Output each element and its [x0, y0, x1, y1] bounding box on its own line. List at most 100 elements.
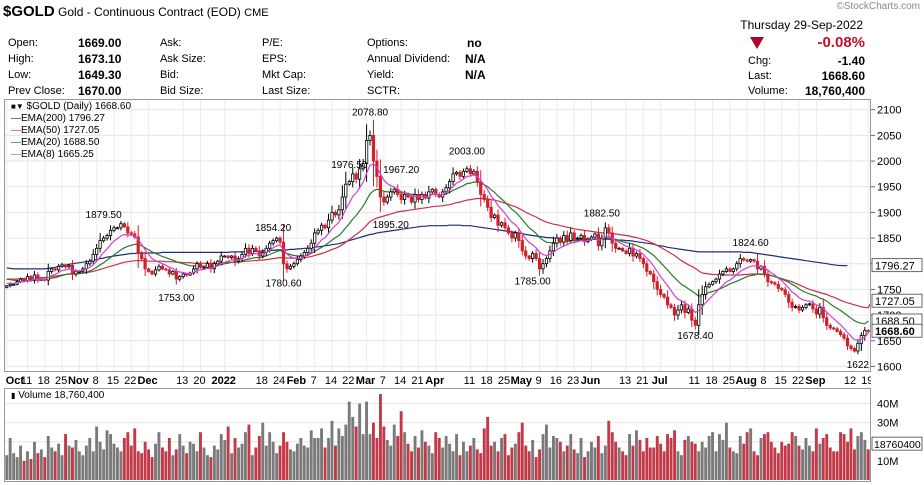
candle-body — [129, 232, 133, 235]
volume-bar — [545, 424, 548, 480]
candle-body — [195, 263, 199, 270]
candle-body — [496, 214, 500, 226]
volume-bar — [77, 451, 81, 480]
volume-bar — [109, 434, 112, 480]
volume-bar — [323, 447, 327, 480]
candle-body — [250, 247, 254, 254]
price-chart[interactable]: 1879.50 1753.00 1854.20 1780.60 1976.50 2078.… — [5, 100, 870, 371]
volume-bar — [441, 447, 445, 480]
price-annotation: 2078.80 — [352, 108, 389, 119]
volume-bar — [340, 436, 344, 480]
volume-bar — [53, 451, 57, 480]
candle-body — [465, 168, 469, 172]
x-tick-label: 9 — [536, 375, 542, 387]
candle-body — [683, 304, 687, 313]
x-tick-label: Sep — [805, 375, 825, 387]
candle-body — [95, 247, 99, 255]
volume-bar — [392, 424, 396, 480]
candle-body — [389, 191, 393, 198]
candle-body — [486, 199, 490, 208]
volume-bar — [264, 445, 268, 480]
volume-bar — [116, 447, 119, 480]
candle-body — [686, 308, 690, 313]
candle-body — [67, 264, 71, 268]
y-tick-label: 1650 — [877, 336, 901, 348]
candle-body — [624, 250, 628, 254]
candle-body — [655, 281, 659, 290]
candle-body — [569, 232, 573, 241]
price-annotation: 1753.00 — [158, 293, 195, 304]
candle-body — [738, 258, 742, 265]
volume-bar — [482, 428, 486, 480]
volume-bar — [624, 455, 628, 480]
candle-body — [849, 345, 853, 349]
volume-bar — [558, 441, 562, 480]
x-tick-label: 25 — [498, 375, 510, 387]
volume-bar — [489, 445, 493, 480]
volume-bar — [195, 451, 199, 480]
volume-bar — [856, 436, 860, 480]
candle-body — [531, 253, 535, 259]
volume-bar — [147, 449, 150, 480]
candle-body — [91, 254, 95, 262]
x-tick-label: 15 — [107, 375, 119, 387]
x-tick-label: 25 — [55, 375, 67, 387]
y-tick-label: 1750 — [877, 284, 901, 296]
candle-body — [74, 270, 78, 275]
candle-body — [468, 168, 473, 175]
volume-bar — [434, 432, 438, 480]
price-annotation: 1780.60 — [265, 279, 302, 290]
x-tick-label: Jun — [581, 375, 601, 387]
candle-body — [825, 317, 829, 326]
volume-bar — [150, 457, 154, 480]
volume-bar — [451, 451, 455, 480]
candle-body — [171, 270, 175, 275]
open-label: Open: — [8, 37, 38, 49]
volume-bar — [81, 455, 85, 480]
price-badge-label: 1796.27 — [875, 261, 915, 273]
volume-legend-text: Volume 18,760,400 — [18, 390, 105, 401]
volume-bar — [43, 457, 47, 480]
candle-body — [184, 273, 189, 276]
volume-bar — [60, 455, 64, 480]
volume-bar — [430, 453, 434, 480]
volume-chart[interactable] — [5, 389, 870, 481]
volume-bar — [631, 445, 635, 480]
candle-body — [364, 140, 369, 165]
dividend-value: N/A — [465, 52, 486, 66]
volume-bar — [406, 443, 410, 480]
candle-body — [534, 253, 538, 259]
volume-bar — [794, 436, 798, 480]
volume-bar — [410, 451, 413, 480]
candle-body — [371, 135, 376, 162]
volume-bar — [607, 420, 611, 480]
volume-bar — [46, 436, 50, 480]
candle-body — [856, 342, 860, 352]
volume-bar — [621, 451, 625, 480]
volume-bar — [766, 432, 770, 480]
pct-change: -0.08% — [817, 34, 865, 51]
candle-body — [181, 273, 185, 277]
volume-bar — [12, 453, 16, 480]
x-tick-label: 11 — [689, 375, 700, 387]
candle-body — [600, 237, 604, 247]
candle-body — [641, 258, 646, 265]
volume-bar — [738, 436, 742, 480]
asksize-label: Ask Size: — [160, 53, 206, 65]
volume-bar — [334, 445, 337, 480]
candle-body — [669, 304, 673, 308]
high-value: 1673.10 — [78, 52, 122, 66]
volume-bar — [427, 445, 431, 480]
candle-body — [762, 265, 767, 275]
volume-bar — [562, 451, 566, 480]
volume-bar — [247, 424, 251, 480]
candle-body — [12, 283, 16, 286]
candle-body — [538, 258, 542, 270]
candle-body — [527, 255, 531, 259]
volume-bar — [240, 443, 244, 480]
volume-bar — [306, 447, 310, 480]
volume-bar — [662, 451, 666, 480]
y-tick-label: 2100 — [877, 105, 901, 117]
volume-bar — [641, 451, 645, 480]
